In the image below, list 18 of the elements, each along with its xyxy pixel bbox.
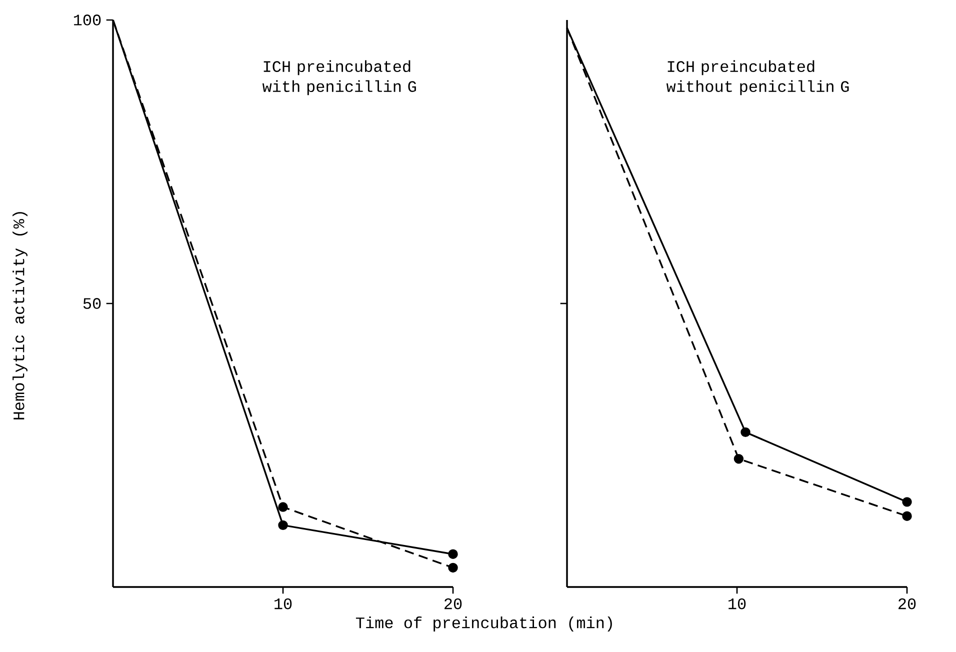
y-tick-label: 50	[83, 298, 101, 309]
point	[278, 502, 288, 512]
point	[734, 454, 744, 464]
point	[902, 511, 912, 521]
x-tick-label: 10	[728, 598, 746, 610]
point	[448, 562, 458, 573]
x-tick-label: 20	[898, 598, 916, 610]
point	[902, 497, 912, 507]
x-axis-title: Time of preincubation (min)	[356, 616, 612, 632]
point	[448, 549, 458, 559]
x-tick-label: 10	[274, 598, 292, 610]
x-tick-label: 20	[444, 598, 462, 610]
y-tick-label: 100	[74, 14, 101, 26]
point	[278, 520, 288, 530]
point	[740, 427, 750, 438]
annotation: ICH preincubated without penicillin G	[666, 60, 849, 96]
annotation: ICH preincubated with penicillin G	[262, 60, 416, 96]
y-axis-title: Hemolytic activity (%)	[12, 212, 28, 420]
